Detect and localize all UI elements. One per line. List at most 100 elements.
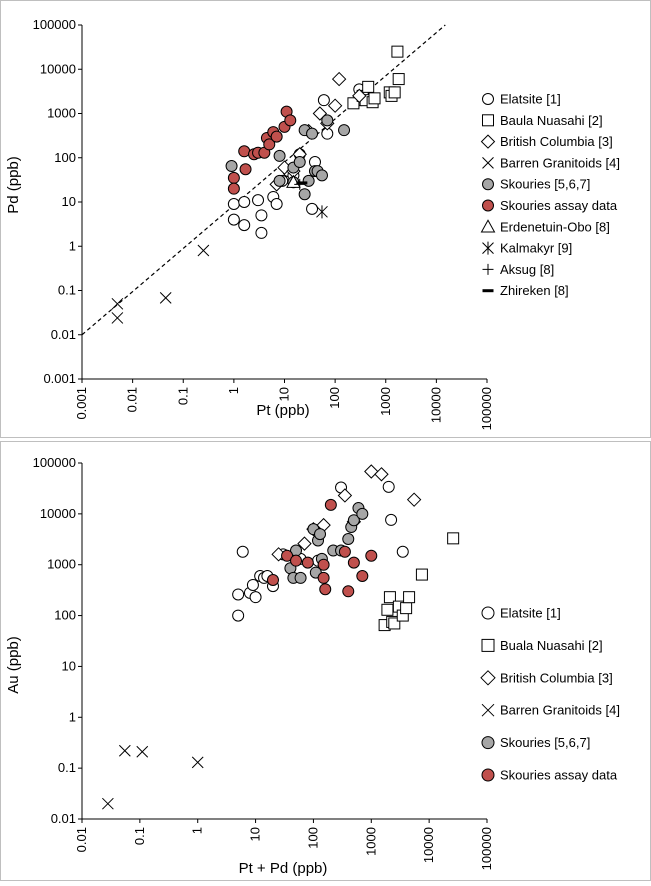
- data-point-elatsite-1: [270, 198, 283, 211]
- data-point-skouries-assay-data: [270, 130, 283, 143]
- pd-vs-pt-x-tick-label: 10: [277, 387, 292, 401]
- data-point-elatsite-1: [396, 545, 409, 558]
- data-point-elatsite-1: [232, 588, 245, 601]
- legend-label-elatsite-1: Elatsite [1]: [500, 92, 561, 107]
- pd-vs-pt-x-tick-label: 10000: [428, 387, 443, 423]
- data-point-barren-granitoids-4: [118, 744, 131, 757]
- data-point-baula-nuasahi-2: [347, 97, 360, 110]
- legend-label-skouries-assay-data: Skouries assay data: [500, 198, 618, 213]
- data-point-baula-nuasahi-2: [388, 86, 401, 99]
- data-point-elatsite-1: [255, 226, 268, 239]
- data-point-british-columbia-3: [352, 88, 367, 104]
- data-point-elatsite-1: [227, 198, 240, 211]
- au-vs-pt-pd-series-barren-granitoids-4: [102, 744, 204, 810]
- data-point-elatsite-1: [227, 213, 240, 226]
- au-vs-pt-pd-y-tick-label: 10000: [40, 506, 76, 521]
- data-point-skouries-assay-data: [284, 114, 297, 127]
- data-point-buala-nuasahi-2: [381, 603, 394, 616]
- pd-vs-pt-chart: 0.001 0.01 0.1 1 10 100 1000 10000 100000 0.001 0.…: [5, 17, 620, 430]
- data-point-elatsite-1: [385, 513, 398, 526]
- data-point-baula-nuasahi-2: [362, 80, 375, 93]
- au-vs-pt-pd-y-tick-label: 1: [69, 709, 76, 724]
- legend-marker-kalmakyr-9: [482, 241, 494, 255]
- legend-label-kalmakyr-9: Kalmakyr [9]: [500, 241, 572, 256]
- pd-vs-pt-y-tick-label: 10000: [40, 61, 76, 76]
- data-point-buala-nuasahi-2: [383, 591, 396, 604]
- pd-vs-pt-legend: Elatsite [1] Baula Nuasahi [2] British Col…: [480, 92, 620, 298]
- data-point-skouries-5-6-7: [306, 127, 319, 140]
- legend-marker-skouries-assay-data: [481, 768, 495, 782]
- data-point-elatsite-1: [306, 202, 319, 215]
- pd-vs-pt-x-tick-label: 1: [226, 387, 241, 394]
- data-point-skouries-5-6-7: [298, 188, 311, 201]
- legend-marker-aksug-8: [482, 263, 494, 275]
- data-point-barren-granitoids-4: [197, 244, 210, 257]
- legend-label-british-columbia-3: British Columbia [3]: [500, 670, 613, 685]
- pd-vs-pt-y-tick-label: 100000: [33, 17, 76, 32]
- legend-marker-baula-nuasahi-2: [482, 114, 494, 127]
- au-vs-pt-pd-y-tick-label: 1000: [47, 557, 76, 572]
- data-point-barren-granitoids-4: [111, 297, 124, 310]
- data-point-skouries-assay-data: [266, 574, 279, 587]
- data-point-skouries-assay-data: [324, 498, 337, 511]
- data-point-barren-granitoids-4: [102, 797, 114, 810]
- data-point-elatsite-1: [236, 545, 249, 558]
- data-point-skouries-5-6-7: [342, 533, 355, 546]
- data-point-skouries-assay-data: [227, 171, 240, 184]
- data-point-elatsite-1: [238, 196, 251, 208]
- au-vs-pt-pd-x-tick-label: 0.01: [74, 827, 89, 852]
- data-point-skouries-assay-data: [290, 554, 303, 567]
- data-point-barren-granitoids-4: [159, 292, 172, 304]
- data-point-british-columbia-3: [374, 467, 389, 482]
- au-vs-pt-pd-x-tick-label: 10: [248, 827, 263, 841]
- data-point-elatsite-1: [249, 591, 262, 604]
- pd-vs-pt-y-tick-label: 0.01: [51, 327, 76, 342]
- legend-label-skouries-assay-data: Skouries assay data: [500, 768, 618, 783]
- data-point-elatsite-1: [252, 194, 265, 207]
- au-vs-pt-pd-series-skouries-5-6-7: [284, 502, 369, 584]
- data-point-elatsite-1: [317, 94, 330, 107]
- data-point-baula-nuasahi-2: [392, 73, 405, 86]
- legend-marker-british-columbia-3: [480, 134, 496, 149]
- legend-label-baula-nuasahi-2: Baula Nuasahi [2]: [500, 113, 603, 128]
- pd-vs-pt-x-tick-label: 0.1: [175, 387, 190, 405]
- pd-vs-pt-x-tick-label: 0.001: [74, 387, 89, 420]
- data-point-skouries-5-6-7: [338, 124, 351, 137]
- au-vs-pt-pd-chart: 0.01 0.1 1 10 100 1000 10000 100000 0.01 0.1 1 10 10…: [5, 455, 620, 877]
- data-point-buala-nuasahi-2: [447, 532, 460, 545]
- legend-marker-elatsite-1: [481, 606, 495, 620]
- au-vs-pt-pd-y-tick-label: 100: [54, 608, 76, 623]
- data-point-skouries-5-6-7: [356, 507, 369, 520]
- data-point-skouries-assay-data: [317, 558, 330, 571]
- au-vs-pt-pd-x-tick-label: 0.1: [132, 827, 147, 845]
- au-vs-pt-pd-x-tick-label: 100000: [479, 827, 494, 870]
- legend-marker-skouries-5-6-7: [482, 178, 494, 191]
- legend-marker-barren-granitoids-4: [482, 157, 494, 169]
- au-vs-pt-pd-series-skouries-assay-data: [266, 498, 378, 598]
- data-point-british-columbia-3: [327, 98, 343, 113]
- data-point-baula-nuasahi-2: [368, 92, 381, 105]
- data-point-skouries-assay-data: [281, 549, 294, 562]
- data-point-skouries-assay-data: [317, 571, 330, 584]
- legend-marker-erdenetuin-obo-8: [480, 219, 496, 233]
- data-point-skouries-assay-data: [239, 163, 252, 176]
- pd-vs-pt-x-axis-title: Pt (ppb): [256, 402, 309, 419]
- data-point-skouries-assay-data: [342, 585, 355, 598]
- data-point-elatsite-1: [232, 609, 245, 622]
- legend-marker-skouries-assay-data: [482, 199, 494, 212]
- data-point-skouries-5-6-7: [315, 169, 328, 182]
- data-point-british-columbia-3: [364, 464, 379, 479]
- au-vs-pt-pd-x-axis-title: Pt + Pd (ppb): [239, 860, 328, 877]
- au-vs-pt-pd-axes: 0.01 0.1 1 10 100 1000 10000 100000 0.01 0.1 1 10 10…: [33, 455, 494, 870]
- pd-vs-pt-x-tick-label: 100: [327, 387, 342, 409]
- legend-label-buala-nuasahi-2: Buala Nuasahi [2]: [500, 638, 603, 653]
- au-vs-pt-pd-x-tick-label: 1: [190, 827, 205, 834]
- au-vs-pt-pd-x-tick-label: 100: [305, 827, 320, 849]
- data-point-skouries-5-6-7: [347, 514, 360, 527]
- au-vs-pt-pd-x-tick-label: 1000: [363, 827, 378, 856]
- data-point-skouries-5-6-7: [321, 114, 334, 127]
- au-vs-pt-pd-points: [102, 464, 460, 810]
- pd-vs-pt-x-tick-label: 1000: [378, 387, 393, 416]
